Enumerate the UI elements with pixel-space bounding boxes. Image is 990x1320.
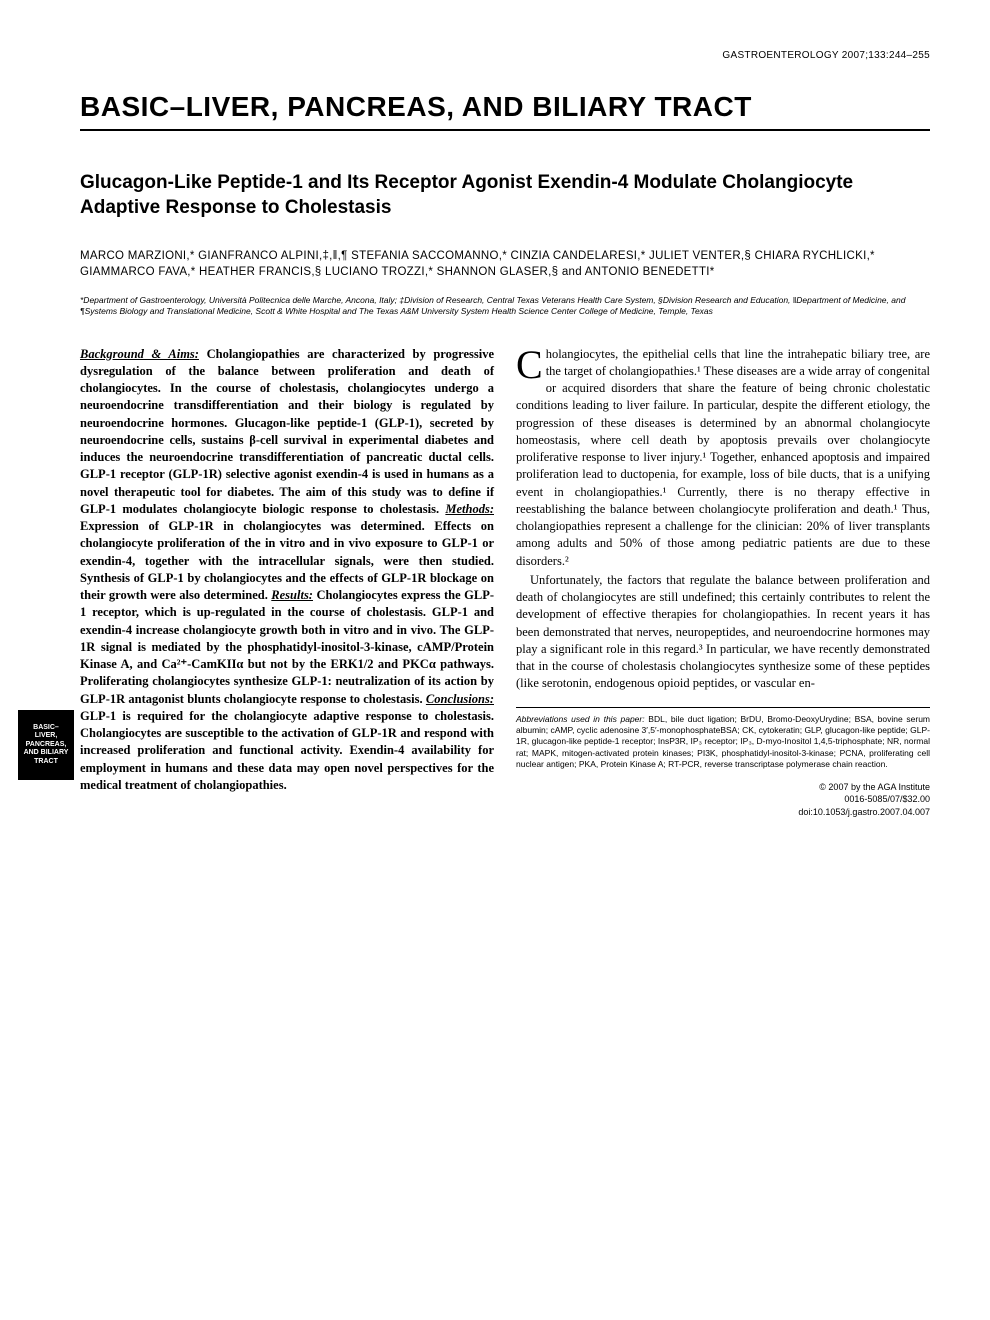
left-column: Background & Aims: Cholangiopathies are … xyxy=(80,346,494,819)
abstract-methods-label: Methods: xyxy=(445,502,494,516)
p1-text: holangiocytes, the epithelial cells that… xyxy=(516,347,930,568)
abstract-conclusions-text: GLP-1 is required for the cholangiocyte … xyxy=(80,709,494,792)
abstract-conclusions-label: Conclusions: xyxy=(426,692,494,706)
side-tab: BASIC–LIVER, PANCREAS, AND BILIARY TRACT xyxy=(18,710,74,780)
copyright-block: © 2007 by the AGA Institute 0016-5085/07… xyxy=(516,781,930,819)
authors: MARCO MARZIONI,* GIANFRANCO ALPINI,‡,‖,¶… xyxy=(80,248,930,280)
abstract-results-label: Results: xyxy=(271,588,313,602)
abstract-results-text: Cholangiocytes express the GLP-1 recepto… xyxy=(80,588,494,706)
right-column: Cholangiocytes, the epithelial cells tha… xyxy=(516,346,930,819)
copyright-line3: doi:10.1053/j.gastro.2007.04.007 xyxy=(516,806,930,819)
abstract-bg-text: Cholangiopathies are characterized by pr… xyxy=(80,347,494,516)
abbrev-label: Abbreviations used in this paper: xyxy=(516,714,645,724)
two-column-body: Background & Aims: Cholangiopathies are … xyxy=(80,346,930,819)
copyright-line1: © 2007 by the AGA Institute xyxy=(516,781,930,794)
copyright-line2: 0016-5085/07/$32.00 xyxy=(516,793,930,806)
abbreviations-box: Abbreviations used in this paper: BDL, b… xyxy=(516,707,930,771)
article-title: Glucagon-Like Peptide-1 and Its Receptor… xyxy=(80,171,930,220)
section-title: BASIC–LIVER, PANCREAS, AND BILIARY TRACT xyxy=(80,91,930,123)
abstract-bg-label: Background & Aims: xyxy=(80,347,199,361)
body-paragraph-1: Cholangiocytes, the epithelial cells tha… xyxy=(516,346,930,570)
affiliations: *Department of Gastroenterology, Univers… xyxy=(80,295,930,318)
title-rule xyxy=(80,129,930,131)
dropcap: C xyxy=(516,346,546,382)
abstract: Background & Aims: Cholangiopathies are … xyxy=(80,346,494,795)
header-citation: GASTROENTEROLOGY 2007;133:244–255 xyxy=(80,50,930,61)
body-paragraph-2: Unfortunately, the factors that regulate… xyxy=(516,572,930,693)
